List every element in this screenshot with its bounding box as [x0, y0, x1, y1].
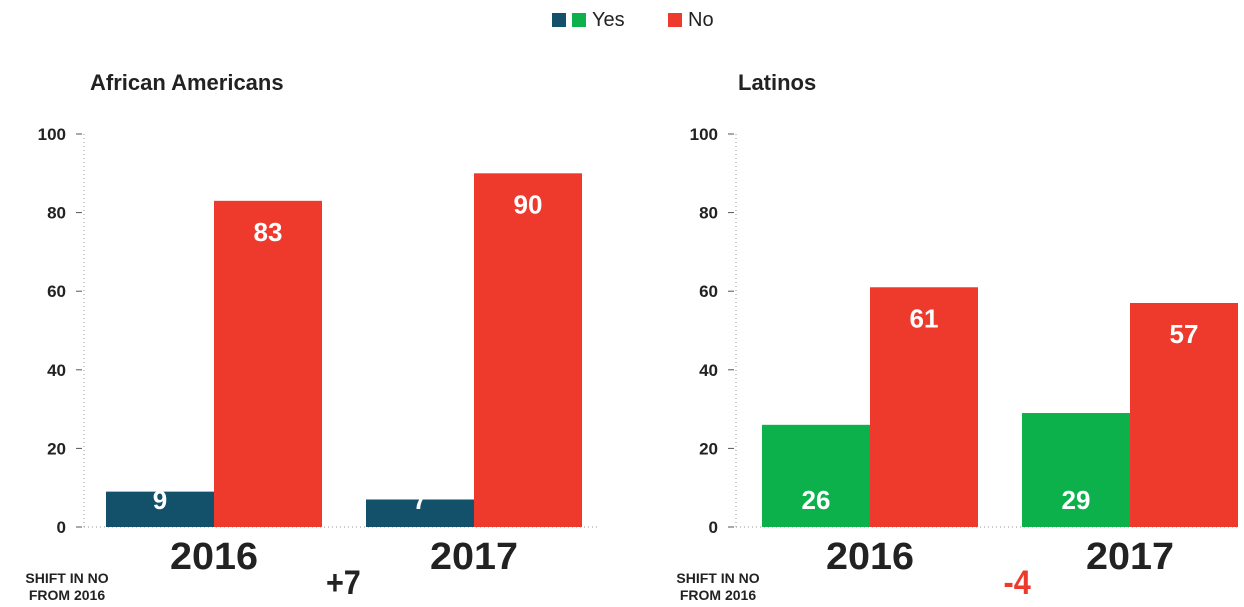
bar-yes-2016 — [106, 491, 214, 527]
chart-title-african-americans: African Americans — [90, 70, 284, 95]
legend-swatch-yes-green — [572, 13, 586, 27]
legend-swatch-yes-dark — [552, 13, 566, 27]
y-tick-label: 60 — [699, 282, 718, 301]
y-tick-label: 100 — [690, 125, 718, 144]
legend-label-no: No — [688, 8, 714, 31]
shift-value-african-americans: +7 — [325, 564, 361, 602]
x-tick-label-2017: 2017 — [430, 536, 518, 578]
y-tick-label: 0 — [709, 518, 718, 537]
y-tick-label: 40 — [699, 361, 718, 380]
y-tick-label: 0 — [57, 518, 66, 537]
bar-no-2016 — [870, 287, 978, 527]
data-label-yes-2017: 29 — [1062, 485, 1091, 515]
legend-swatch-no — [668, 13, 682, 27]
y-tick-label: 80 — [699, 204, 718, 223]
shift-label-african-americans: SHIFT IN NO FROM 2016 — [25, 570, 109, 603]
data-label-no-2017: 90 — [514, 189, 543, 219]
y-tick-label: 40 — [47, 361, 66, 380]
bar-no-2017 — [474, 173, 582, 528]
y-tick-label: 20 — [699, 439, 718, 458]
chart-title-latinos: Latinos — [738, 70, 817, 95]
data-label-no-2016: 61 — [910, 303, 939, 333]
x-tick-label-2017: 2017 — [1086, 536, 1174, 578]
data-label-no-2017: 57 — [1170, 319, 1199, 349]
legend: Yes No — [0, 8, 1244, 32]
shift-value-latinos: -4 — [1003, 564, 1031, 602]
bar-no-2017 — [1130, 302, 1238, 527]
bar-yes-2016 — [762, 424, 870, 527]
x-tick-label-2016: 2016 — [826, 536, 914, 578]
bar-yes-2017 — [1022, 413, 1130, 527]
y-tick-label: 60 — [47, 282, 66, 301]
data-label-yes-2016: 26 — [802, 485, 831, 515]
data-label-no-2016: 83 — [254, 217, 283, 247]
shift-label-latinos: SHIFT IN NO FROM 2016 — [676, 570, 760, 603]
x-tick-label-2016: 2016 — [170, 536, 258, 578]
data-label-yes-2017: 7 — [413, 485, 427, 515]
y-tick-label: 100 — [38, 125, 66, 144]
data-label-yes-2016: 9 — [153, 485, 167, 515]
y-tick-label: 80 — [47, 204, 66, 223]
y-tick-label: 20 — [47, 439, 66, 458]
bar-yes-2017 — [366, 499, 474, 527]
legend-item-no: No — [668, 8, 714, 32]
legend-item-yes: Yes — [552, 8, 625, 32]
legend-label-yes: Yes — [592, 8, 625, 31]
bar-no-2016 — [214, 200, 322, 527]
